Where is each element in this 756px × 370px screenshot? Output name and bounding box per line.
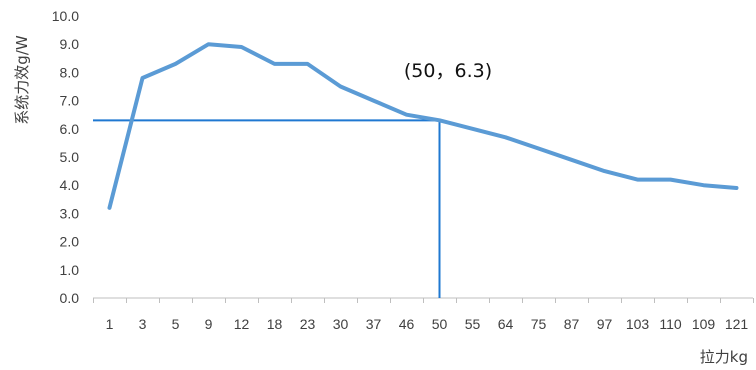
y-tick-label: 6.0	[60, 121, 80, 137]
y-tick-labels: 0.0 1.0 2.0 3.0 4.0 5.0 6.0 7.0 8.0 9.0 10.0	[52, 8, 79, 306]
x-tick-label: 9	[205, 316, 213, 332]
x-tick-label: 110	[659, 316, 682, 332]
point-annotation: (50，6.3)	[404, 60, 492, 82]
y-tick-label: 3.0	[60, 205, 80, 221]
x-tick-label: 46	[399, 316, 415, 332]
x-tick-label: 37	[366, 316, 382, 332]
y-tick-label: 7.0	[60, 93, 80, 109]
y-tick-label: 4.0	[60, 177, 80, 193]
y-tick-label: 5.0	[60, 149, 80, 165]
x-tick-label: 97	[597, 316, 613, 332]
x-tick-label: 64	[498, 316, 514, 332]
x-tick-label: 30	[333, 316, 349, 332]
x-tick-labels: 1 3 5 9 12 18 23 30 37 46 50 55 64 75 87 97 103 110 109 121	[106, 316, 749, 332]
x-tick-label: 18	[267, 316, 283, 332]
y-axis-title: 系统力效g/W	[13, 35, 31, 125]
x-tick-label: 87	[564, 316, 580, 332]
y-tick-label: 10.0	[52, 8, 79, 24]
x-tick-label: 50	[432, 316, 448, 332]
x-tick-label: 75	[531, 316, 547, 332]
series-group	[107, 42, 739, 210]
y-tick-label: 9.0	[60, 36, 80, 52]
axes	[93, 297, 754, 303]
reference-lines	[93, 119, 441, 298]
x-axis-title: 拉力kg	[700, 348, 748, 366]
y-tick-label: 2.0	[60, 234, 80, 250]
series-line	[107, 42, 739, 210]
x-tick-label: 121	[725, 316, 749, 332]
x-tick-label: 3	[139, 316, 147, 332]
y-tick-label: 1.0	[60, 262, 80, 278]
y-axis-title-group: 系统力效g/W	[13, 35, 31, 125]
x-tick-label: 5	[172, 316, 180, 332]
y-tick-label: 0.0	[60, 290, 80, 306]
x-tick-label: 109	[692, 316, 716, 332]
x-tick-label: 1	[106, 316, 114, 332]
x-tick-label: 12	[234, 316, 250, 332]
x-tick-label: 23	[300, 316, 316, 332]
y-tick-label: 8.0	[60, 64, 80, 80]
x-tick-label: 55	[465, 316, 481, 332]
x-tick-label: 103	[626, 316, 650, 332]
